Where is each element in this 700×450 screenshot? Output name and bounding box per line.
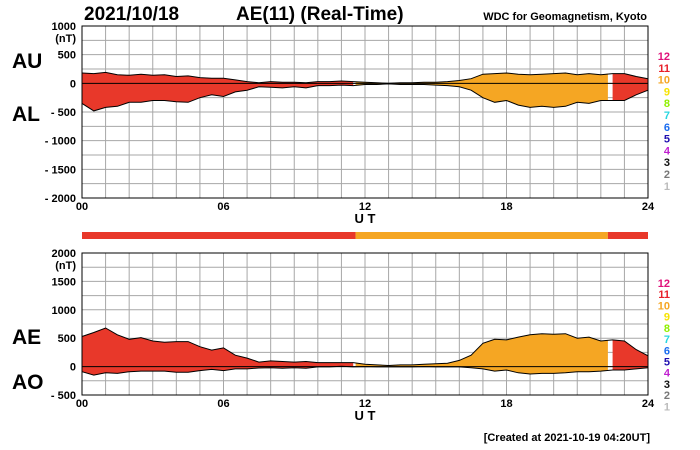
y-axis-unit: (nT): [55, 260, 76, 272]
station-legend-item: 4: [664, 145, 671, 157]
status-bar-segment: [82, 232, 356, 239]
x-tick-label: 00: [76, 201, 88, 213]
x-tick-label: 24: [642, 398, 655, 410]
ae-label: AE: [12, 326, 42, 349]
area-fill-segment: [612, 339, 648, 370]
y-tick-label: - 1500: [45, 164, 76, 176]
x-tick-label: 18: [500, 398, 512, 410]
station-legend-item: 11: [658, 63, 670, 75]
y-tick-label: - 500: [51, 107, 76, 119]
station-legend-item: 7: [664, 110, 670, 122]
x-tick-label: 00: [76, 398, 88, 410]
station-legend-item: 5: [664, 134, 670, 146]
series-line-al: [81, 83, 649, 112]
status-bar: [82, 232, 648, 239]
y-tick-label: 500: [58, 50, 76, 62]
station-legend-item: 2: [664, 390, 670, 402]
station-legend-item: 12: [658, 51, 670, 63]
station-legend-item: 12: [658, 278, 670, 290]
ao-label: AO: [12, 371, 44, 394]
area-fill-segment: [355, 73, 608, 108]
y-tick-label: - 1000: [45, 136, 76, 148]
status-bar-segment: [607, 232, 648, 239]
x-tick-label: 18: [500, 201, 512, 213]
station-legend-item: 7: [664, 334, 670, 346]
y-tick-label: 0: [70, 362, 76, 374]
status-bar-segment: [355, 232, 608, 239]
source-label: WDC for Geomagnetism, Kyoto: [483, 11, 647, 23]
x-axis-label: U T: [355, 408, 376, 423]
created-timestamp: [Created at 2021-10-19 04:20UT]: [483, 432, 650, 444]
station-legend-item: 11: [658, 289, 670, 301]
au-label: AU: [12, 50, 43, 73]
series-line-au: [81, 71, 649, 84]
panel-1: 1000 500 0 - 500 - 1000 - 1500 - 2000 (nT) 00 06 1…: [45, 21, 671, 226]
y-axis-unit: (nT): [55, 33, 76, 45]
plot-frame: [81, 25, 649, 199]
y-tick-label: 2000: [52, 248, 76, 260]
station-legend-item: 2: [664, 169, 670, 181]
al-label: AL: [12, 103, 40, 126]
area-fill-segment: [612, 73, 648, 101]
station-legend-item: 5: [664, 356, 670, 368]
station-legend-item: 9: [664, 312, 670, 324]
station-legend-item: 10: [658, 75, 670, 87]
station-legend-item: 6: [664, 122, 670, 134]
area-fill-segment: [82, 72, 354, 111]
y-tick-label: 1500: [52, 276, 76, 288]
area-fill-segment: [82, 328, 354, 376]
series-line-ae: [81, 327, 649, 367]
plot-frame: [81, 252, 649, 396]
chart-title: AE(11) (Real-Time): [236, 4, 404, 25]
station-legend-item: 10: [658, 300, 670, 312]
x-tick-label: 06: [217, 201, 229, 213]
station-legend-item: 3: [664, 157, 670, 169]
x-tick-label: 12: [359, 201, 371, 213]
station-legend-item: 4: [664, 368, 671, 380]
station-legend-item: 8: [664, 323, 670, 335]
area-fill-segment: [355, 333, 608, 374]
station-legend-item: 9: [664, 86, 670, 98]
station-legend-item: 8: [664, 98, 670, 110]
station-legend-item: 1: [664, 401, 670, 413]
y-tick-label: 1000: [52, 305, 76, 317]
y-tick-label: 500: [58, 333, 76, 345]
station-legend-item: 1: [664, 181, 670, 193]
y-tick-label: 1000: [52, 21, 76, 33]
x-tick-label: 24: [642, 201, 655, 213]
date-title: 2021/10/18: [84, 4, 180, 25]
station-legend-item: 6: [664, 345, 670, 357]
x-axis-label: U T: [355, 211, 376, 226]
station-legend-item: 3: [664, 379, 670, 391]
y-tick-label: - 2000: [45, 193, 76, 205]
y-tick-label: 0: [70, 78, 76, 90]
y-tick-label: - 500: [51, 390, 76, 402]
x-tick-label: 12: [359, 398, 371, 410]
x-tick-label: 06: [217, 398, 229, 410]
